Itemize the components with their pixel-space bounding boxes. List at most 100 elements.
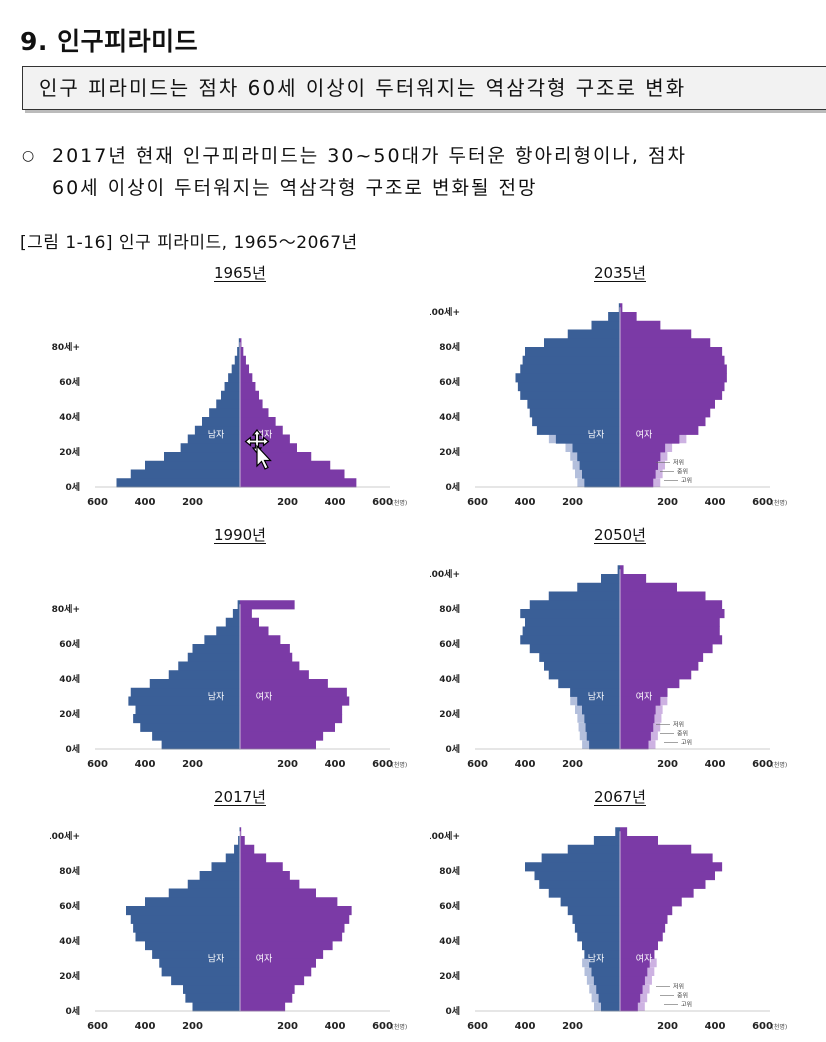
male-bar xyxy=(161,740,240,750)
male-bar xyxy=(520,609,620,619)
male-bar xyxy=(572,443,620,453)
female-bar xyxy=(240,460,331,470)
male-bar xyxy=(171,976,240,986)
male-bar xyxy=(567,329,620,339)
female-bar xyxy=(620,679,680,689)
y-tick-label: 60세 xyxy=(439,900,460,912)
female-bar xyxy=(240,364,250,374)
male-bar xyxy=(520,390,620,400)
x-tick-label: 400 xyxy=(325,759,346,770)
female-bar xyxy=(240,714,343,724)
male-bar xyxy=(529,408,620,418)
female-label: 여자 xyxy=(256,953,273,965)
female-bar xyxy=(620,722,654,732)
male-bar xyxy=(183,984,240,994)
male-bar xyxy=(529,600,620,610)
female-bar xyxy=(620,984,643,994)
y-tick-label: 100세+ xyxy=(430,830,460,842)
male-label: 남자 xyxy=(588,954,605,965)
female-bar xyxy=(240,853,267,863)
y-tick-label: 80세 xyxy=(439,865,460,877)
male-bar xyxy=(178,661,240,671)
female-bar xyxy=(620,740,649,750)
summary-box: 인구 피라미드는 점차 60세 이상이 두터워지는 역삼각형 구조로 변화 xyxy=(22,66,826,110)
female-bar xyxy=(620,993,641,1003)
female-bar xyxy=(240,443,297,453)
move-cursor-icon xyxy=(244,429,272,470)
female-bar xyxy=(620,644,713,654)
female-label: 여자 xyxy=(636,429,653,441)
pyramid-chart-1990: 1990년 80세+ 60세 40세 20세 0세 600 400 200 200 400 600(… xyxy=(50,524,430,774)
female-bar xyxy=(240,897,338,907)
x-tick-label: 600 xyxy=(467,1021,488,1032)
x-tick-label: 400 xyxy=(705,1021,726,1032)
male-bar xyxy=(541,853,620,863)
x-tick-label: 200 xyxy=(657,1021,678,1032)
female-bar xyxy=(240,949,324,959)
section-title: 9. 인구피라미드 xyxy=(20,22,198,58)
male-bar xyxy=(567,844,620,854)
female-bar xyxy=(240,836,245,846)
scenario-label: 중위 xyxy=(677,992,688,1000)
male-bar xyxy=(209,408,240,418)
x-tick-label: 400 xyxy=(515,1021,536,1032)
male-bar xyxy=(192,1002,240,1012)
x-tick-label: 200 xyxy=(562,759,583,770)
pyramid-chart-1965: 1965년 80세+ 60세 40세 20세 0세 600 400 200 200 400 600(… xyxy=(50,262,430,512)
male-bar xyxy=(539,652,620,662)
female-bar xyxy=(620,853,713,863)
male-bar xyxy=(185,993,240,1003)
male-bar xyxy=(608,312,620,322)
male-bar xyxy=(192,644,240,654)
female-bar xyxy=(620,382,725,392)
male-bar xyxy=(560,897,620,907)
male-bar xyxy=(225,617,240,627)
male-bar xyxy=(232,609,240,619)
male-bar xyxy=(558,679,620,689)
pyramid-chart-2050: 2050년 100세+ 80세 60세 40세 20세 0세 600 400 200 200 400… xyxy=(430,524,810,774)
y-tick-label: 20세 xyxy=(439,970,460,982)
scenario-label: 저위 xyxy=(673,983,684,991)
x-tick-label: 200 xyxy=(182,1021,203,1032)
female-bar xyxy=(240,967,312,977)
female-bar xyxy=(240,679,328,689)
female-bar xyxy=(620,478,654,488)
female-bar xyxy=(620,355,725,365)
male-bar xyxy=(237,600,240,610)
female-bar xyxy=(620,460,658,470)
male-bar xyxy=(145,897,240,907)
male-bar xyxy=(582,469,620,479)
male-bar xyxy=(202,417,240,427)
male-bar xyxy=(567,906,620,916)
x-tick-label: 600 xyxy=(467,759,488,770)
female-bar xyxy=(620,617,720,627)
female-bar xyxy=(240,740,316,750)
chart-title: 2017년 xyxy=(214,788,266,806)
female-bar xyxy=(240,338,242,348)
female-bar xyxy=(620,958,650,968)
female-bar xyxy=(240,984,295,994)
female-bar xyxy=(620,705,656,715)
male-bar xyxy=(589,740,620,750)
male-bar xyxy=(536,425,620,435)
section-title-text: 인구피라미드 xyxy=(57,27,199,56)
female-bar xyxy=(240,452,312,462)
y-tick-label: 60세 xyxy=(59,376,80,388)
male-bar xyxy=(527,399,620,409)
unit-label: (천명) xyxy=(772,1023,788,1031)
female-bar xyxy=(620,582,677,592)
male-bar xyxy=(145,460,240,470)
female-label: 여자 xyxy=(636,691,653,703)
male-bar xyxy=(216,399,240,409)
female-bar xyxy=(620,1002,638,1012)
male-bar xyxy=(584,714,620,724)
male-bar xyxy=(520,635,620,645)
female-bar xyxy=(240,976,305,986)
male-bar xyxy=(585,722,620,732)
x-tick-label: 400 xyxy=(515,497,536,508)
male-bar xyxy=(589,958,620,968)
female-bar xyxy=(620,914,668,924)
male-bar xyxy=(577,932,620,942)
male-bar xyxy=(225,853,240,863)
